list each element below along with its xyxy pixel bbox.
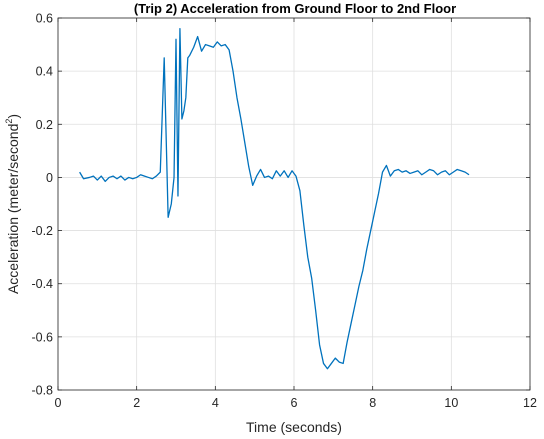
y-tick-label: -0.8 <box>31 384 53 398</box>
y-axis-label-main: Acceleration (meter/second <box>5 124 21 294</box>
axis-ticks <box>57 17 531 391</box>
y-axis-label-superscript: 2 <box>4 119 14 124</box>
y-axis-label: Acceleration (meter/second2) <box>4 114 21 294</box>
y-tick-label: 0 <box>46 171 53 185</box>
tick-labels: 0 2 4 6 8 10 12 0.6 0.4 0.2 0 -0.2 -0.4 -0.6 -0.8 <box>31 12 537 411</box>
y-tick-label: -0.4 <box>31 277 53 291</box>
x-tick-label: 6 <box>291 396 298 410</box>
y-tick-label: 0.6 <box>36 12 53 26</box>
x-axis-label: Time (seconds) <box>246 419 342 435</box>
y-tick-label: 0.4 <box>36 65 53 79</box>
chart-title: (Trip 2) Acceleration from Ground Floor … <box>134 1 456 16</box>
y-tick-label: 0.2 <box>36 118 53 132</box>
x-tick-label: 8 <box>369 396 376 410</box>
y-tick-label: -0.2 <box>31 224 53 238</box>
x-tick-label: 12 <box>523 396 537 410</box>
x-tick-label: 2 <box>133 396 140 410</box>
y-tick-label: -0.6 <box>31 330 53 344</box>
y-axis-label-suffix: ) <box>5 114 21 119</box>
x-tick-label: 0 <box>55 396 62 410</box>
series-line <box>79 27 470 370</box>
x-tick-label: 10 <box>444 396 458 410</box>
x-tick-label: 4 <box>212 396 219 410</box>
data-layer <box>79 27 470 370</box>
